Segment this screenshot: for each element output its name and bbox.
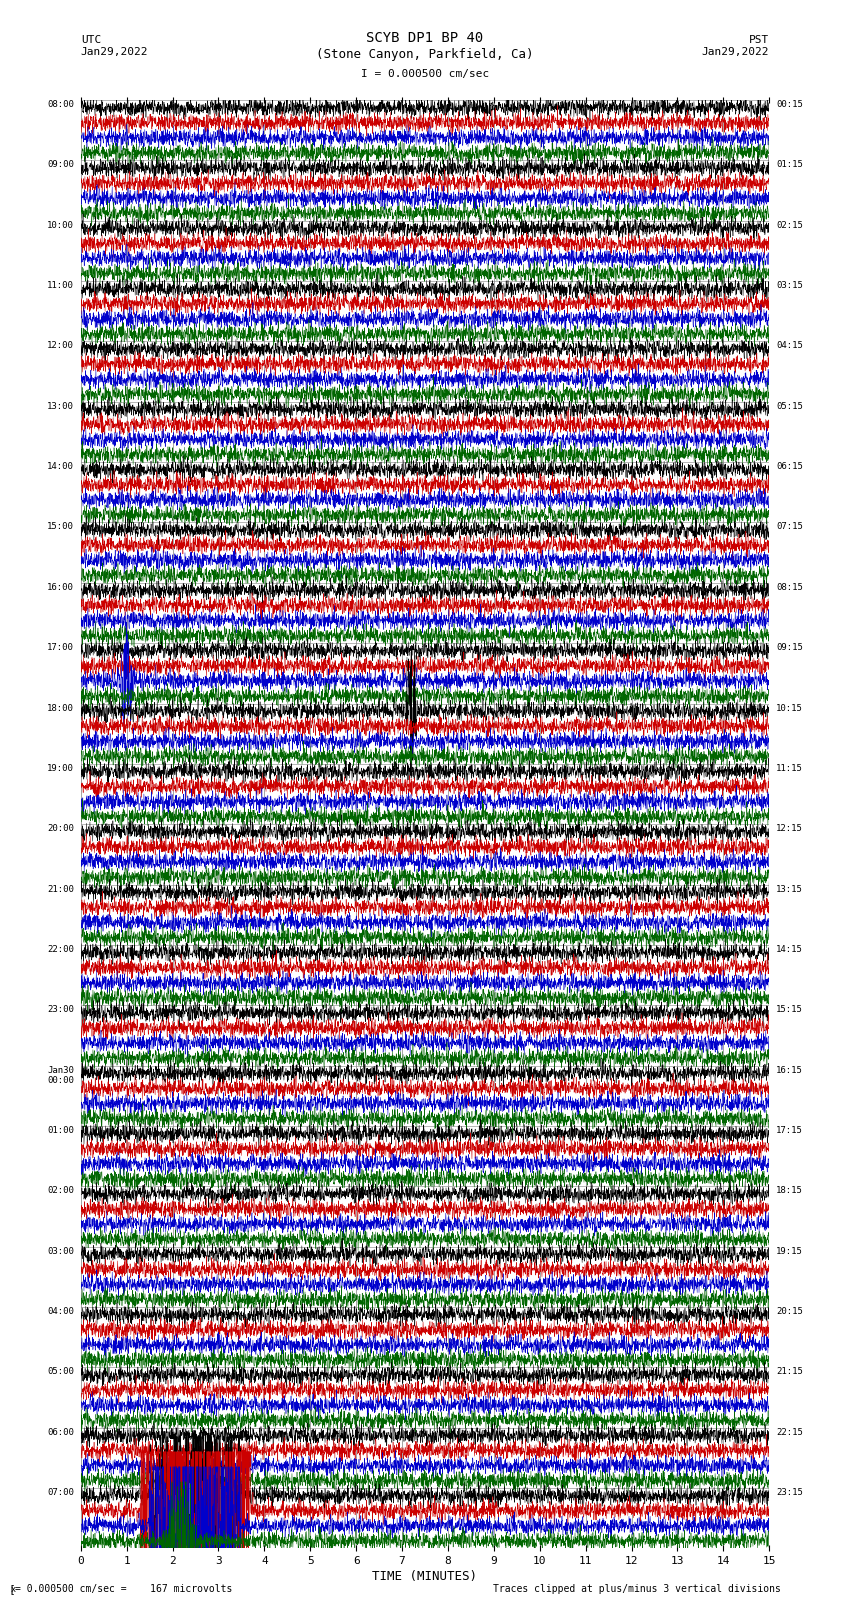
Text: 23:00: 23:00: [47, 1005, 74, 1015]
Text: 07:15: 07:15: [776, 523, 803, 531]
Text: 12:15: 12:15: [776, 824, 803, 834]
Text: 22:00: 22:00: [47, 945, 74, 953]
Text: 15:15: 15:15: [776, 1005, 803, 1015]
Text: = 0.000500 cm/sec =    167 microvolts: = 0.000500 cm/sec = 167 microvolts: [15, 1584, 233, 1594]
Text: x: x: [11, 1584, 16, 1594]
Text: 12:00: 12:00: [47, 342, 74, 350]
Text: 00:15: 00:15: [776, 100, 803, 110]
Text: 20:15: 20:15: [776, 1307, 803, 1316]
Text: 21:15: 21:15: [776, 1368, 803, 1376]
Text: 17:15: 17:15: [776, 1126, 803, 1136]
Text: 11:15: 11:15: [776, 765, 803, 773]
Text: 04:15: 04:15: [776, 342, 803, 350]
X-axis label: TIME (MINUTES): TIME (MINUTES): [372, 1571, 478, 1584]
Text: 20:00: 20:00: [47, 824, 74, 834]
Text: 21:00: 21:00: [47, 884, 74, 894]
Text: 10:00: 10:00: [47, 221, 74, 229]
Text: 07:00: 07:00: [47, 1489, 74, 1497]
Text: 14:00: 14:00: [47, 463, 74, 471]
Text: 19:15: 19:15: [776, 1247, 803, 1255]
Text: 06:15: 06:15: [776, 463, 803, 471]
Text: 08:00: 08:00: [47, 100, 74, 110]
Text: 06:00: 06:00: [47, 1428, 74, 1437]
Text: 19:00: 19:00: [47, 765, 74, 773]
Text: 11:00: 11:00: [47, 281, 74, 290]
Text: 18:00: 18:00: [47, 703, 74, 713]
Text: [: [: [8, 1584, 15, 1594]
Text: Jan29,2022: Jan29,2022: [81, 47, 148, 58]
Text: 05:00: 05:00: [47, 1368, 74, 1376]
Text: (Stone Canyon, Parkfield, Ca): (Stone Canyon, Parkfield, Ca): [316, 48, 534, 61]
Text: 01:15: 01:15: [776, 160, 803, 169]
Text: 13:15: 13:15: [776, 884, 803, 894]
Text: 03:00: 03:00: [47, 1247, 74, 1255]
Text: 16:00: 16:00: [47, 582, 74, 592]
Text: Traces clipped at plus/minus 3 vertical divisions: Traces clipped at plus/minus 3 vertical …: [493, 1584, 781, 1594]
Text: 02:00: 02:00: [47, 1187, 74, 1195]
Text: 17:00: 17:00: [47, 644, 74, 652]
Text: 13:00: 13:00: [47, 402, 74, 411]
Text: Jan30
00:00: Jan30 00:00: [47, 1066, 74, 1086]
Text: 05:15: 05:15: [776, 402, 803, 411]
Text: 16:15: 16:15: [776, 1066, 803, 1074]
Text: 23:15: 23:15: [776, 1489, 803, 1497]
Text: SCYB DP1 BP 40: SCYB DP1 BP 40: [366, 31, 484, 45]
Text: 09:00: 09:00: [47, 160, 74, 169]
Text: 18:15: 18:15: [776, 1187, 803, 1195]
Text: 10:15: 10:15: [776, 703, 803, 713]
Text: UTC: UTC: [81, 35, 101, 45]
Text: 22:15: 22:15: [776, 1428, 803, 1437]
Text: 14:15: 14:15: [776, 945, 803, 953]
Text: 15:00: 15:00: [47, 523, 74, 531]
Text: 02:15: 02:15: [776, 221, 803, 229]
Text: I = 0.000500 cm/sec: I = 0.000500 cm/sec: [361, 69, 489, 79]
Text: 03:15: 03:15: [776, 281, 803, 290]
Text: 08:15: 08:15: [776, 582, 803, 592]
Text: 09:15: 09:15: [776, 644, 803, 652]
Text: 01:00: 01:00: [47, 1126, 74, 1136]
Text: 04:00: 04:00: [47, 1307, 74, 1316]
Text: PST: PST: [749, 35, 769, 45]
Text: Jan29,2022: Jan29,2022: [702, 47, 769, 58]
